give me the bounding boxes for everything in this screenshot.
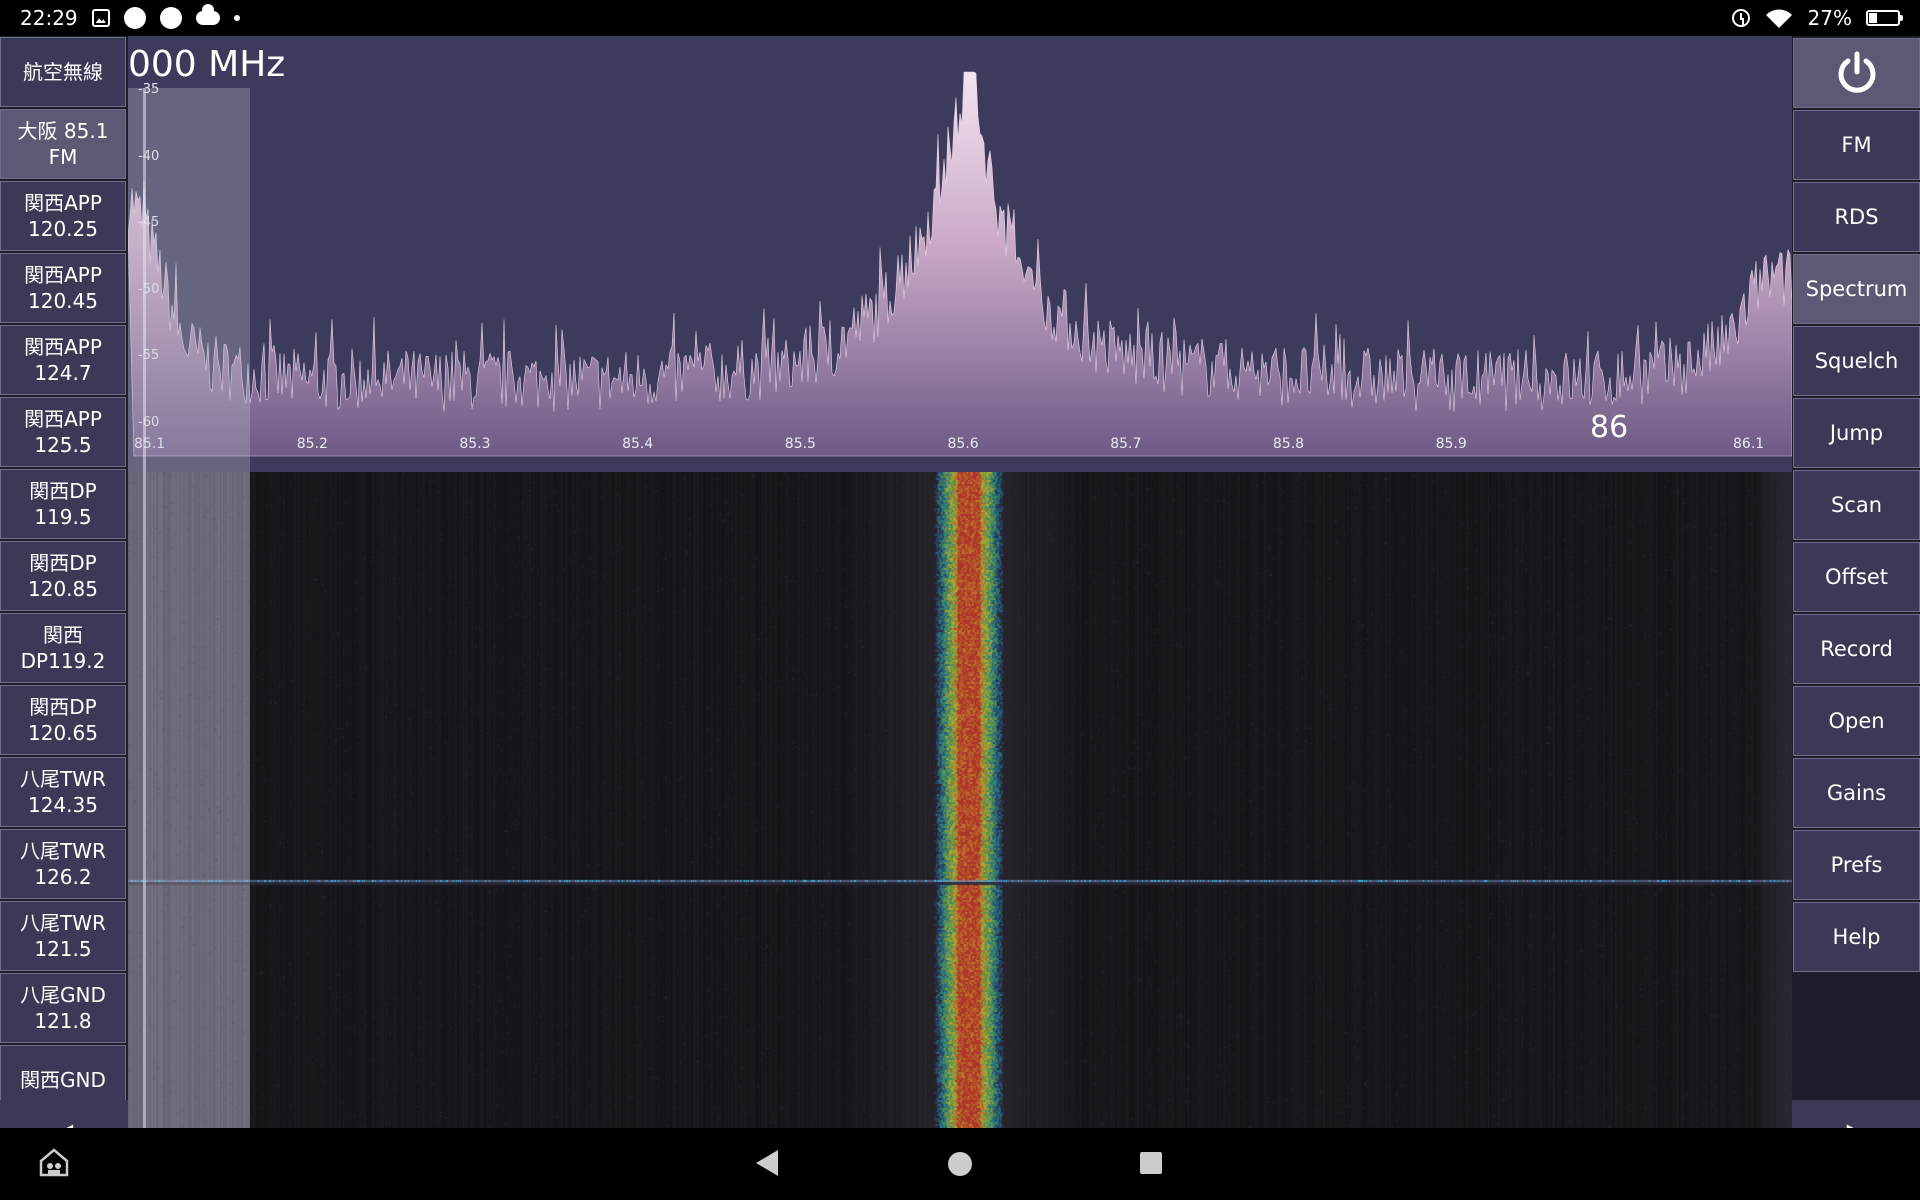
preset-frequency: 119.5 (34, 505, 92, 529)
home-icon[interactable] (948, 1152, 972, 1176)
frequency-tick-label: 85.9 (1435, 436, 1467, 452)
waterfall-canvas (128, 472, 1792, 1128)
navigation-bar (0, 1128, 1920, 1200)
selection-band[interactable] (128, 88, 250, 1128)
alarm-icon (1731, 9, 1750, 27)
preset-button[interactable]: 八尾TWR 124.35 (0, 757, 126, 827)
menu-open-button[interactable]: Open (1793, 686, 1920, 756)
cloud-icon (195, 4, 220, 25)
preset-name: 関西APP (24, 407, 102, 431)
frequency-readout: 000 MHz (128, 44, 286, 85)
frequency-tick-label: 85.4 (622, 436, 654, 452)
preset-prev-button[interactable]: ◀ (0, 1100, 128, 1128)
preset-name: 八尾TWR (20, 767, 106, 791)
preset-name: 関西DP (29, 479, 97, 503)
center-frequency-mark: 86 (1590, 410, 1629, 445)
preset-list[interactable]: 航空無線 大阪 85.1 FM 関西APP 120.25 関西APP 120.45 関西APP… (0, 36, 128, 1128)
frequency-tick-label: 85.7 (1110, 436, 1142, 452)
menu-rds-button[interactable]: RDS (1793, 182, 1920, 252)
preset-button[interactable]: 関西APP 124.7 (0, 325, 126, 395)
preset-frequency: 125.5 (34, 433, 92, 457)
power-button[interactable] (1793, 38, 1920, 108)
preset-button[interactable]: 関西DP 119.5 (0, 469, 126, 539)
preset-frequency: 121.8 (34, 1009, 92, 1033)
preset-name: 関西APP (24, 191, 102, 215)
preset-name: 八尾TWR (20, 839, 106, 863)
frequency-tick-label: 85.1 (134, 436, 166, 452)
preset-button[interactable]: 関西 DP119.2 (0, 613, 126, 683)
spectrum-trace (128, 71, 1792, 457)
menu-help-button[interactable]: Help (1793, 902, 1920, 972)
menu-prefs-button[interactable]: Prefs (1793, 830, 1920, 900)
recent-apps-icon[interactable] (1140, 1152, 1162, 1174)
preset-frequency: 124.35 (28, 793, 98, 817)
menu-jump-button[interactable]: Jump (1793, 398, 1920, 468)
preset-frequency: DP119.2 (20, 649, 106, 673)
tuning-cursor[interactable] (143, 88, 146, 1128)
frequency-tick-label: 86.1 (1733, 436, 1765, 452)
preset-name: 関西GND (20, 1068, 106, 1092)
waterfall-display[interactable] (128, 472, 1792, 1128)
menu-fm-button[interactable]: FM (1793, 110, 1920, 180)
preset-frequency: FM (48, 145, 78, 169)
frequency-tick-label: 85.5 (784, 436, 816, 452)
app-home-icon[interactable] (38, 1146, 70, 1178)
status-bar: 22:29 27% (0, 0, 1920, 36)
frequency-tick-label: 85.6 (947, 436, 979, 452)
battery-percent: 27% (1807, 6, 1852, 30)
menu-offset-button[interactable]: Offset (1793, 542, 1920, 612)
power-icon (1838, 51, 1875, 93)
circle-notification-icon (159, 7, 182, 29)
frequency-tick-label: 85.8 (1272, 436, 1305, 452)
menu-scan-button[interactable]: Scan (1793, 470, 1920, 540)
preset-frequency: 121.5 (34, 937, 92, 961)
wifi-icon (1765, 9, 1792, 28)
preset-button[interactable]: 八尾GND 121.8 (0, 973, 126, 1043)
preset-name: 大阪 85.1 (17, 119, 109, 143)
preset-name: 八尾GND (20, 983, 106, 1007)
menu-column: FM RDS Spectrum Squelch Jump Scan Offset Record… (1792, 36, 1920, 1164)
menu-gains-button[interactable]: Gains (1793, 758, 1920, 828)
back-icon[interactable] (756, 1150, 778, 1176)
preset-button[interactable]: 関西DP 120.85 (0, 541, 126, 611)
dot-icon (233, 15, 240, 21)
preset-button[interactable]: 関西APP 125.5 (0, 397, 126, 467)
circle-notification-icon (123, 7, 146, 29)
main-display[interactable]: 000 MHz -35 -40 -45 -50 -55 -60 85.1 85.2 85.3 8… (128, 36, 1792, 1128)
menu-spectrum-button[interactable]: Spectrum (1793, 254, 1920, 324)
frequency-tick-label: 85.2 (296, 436, 328, 452)
preset-button[interactable]: 八尾TWR 121.5 (0, 901, 126, 971)
preset-name: 関西DP (29, 551, 97, 575)
clock: 22:29 (20, 6, 78, 30)
preset-button[interactable]: 航空無線 (0, 37, 126, 107)
frequency-tick-label: 85.3 (459, 436, 491, 452)
preset-button[interactable]: 八尾TWR 126.2 (0, 829, 126, 899)
preset-name: 関西APP (24, 263, 102, 287)
preset-name: 関西APP (24, 335, 102, 359)
spectrum-svg (128, 71, 1792, 508)
preset-name: 関西 (43, 623, 83, 647)
battery-icon (1866, 10, 1903, 26)
preset-button[interactable]: 関西APP 120.25 (0, 181, 126, 251)
preset-frequency: 120.85 (28, 577, 98, 601)
left-arrow-icon: ◀ (55, 1118, 73, 1128)
preset-name: 八尾TWR (20, 911, 106, 935)
spectrum-plot[interactable]: 000 MHz -35 -40 -45 -50 -55 -60 85.1 85.2 85.3 8… (128, 36, 1792, 508)
image-icon (91, 9, 110, 27)
menu-record-button[interactable]: Record (1793, 614, 1920, 684)
preset-frequency: 120.65 (28, 721, 98, 745)
preset-name: 航空無線 (23, 60, 103, 84)
preset-frequency: 120.25 (28, 217, 98, 241)
preset-button[interactable]: 関西APP 120.45 (0, 253, 126, 323)
preset-frequency: 126.2 (34, 865, 92, 889)
preset-frequency: 124.7 (34, 361, 92, 385)
preset-button[interactable]: 関西DP 120.65 (0, 685, 126, 755)
menu-squelch-button[interactable]: Squelch (1793, 326, 1920, 396)
preset-name: 関西DP (29, 695, 97, 719)
preset-button[interactable]: 大阪 85.1 FM (0, 109, 126, 179)
preset-frequency: 120.45 (28, 289, 98, 313)
